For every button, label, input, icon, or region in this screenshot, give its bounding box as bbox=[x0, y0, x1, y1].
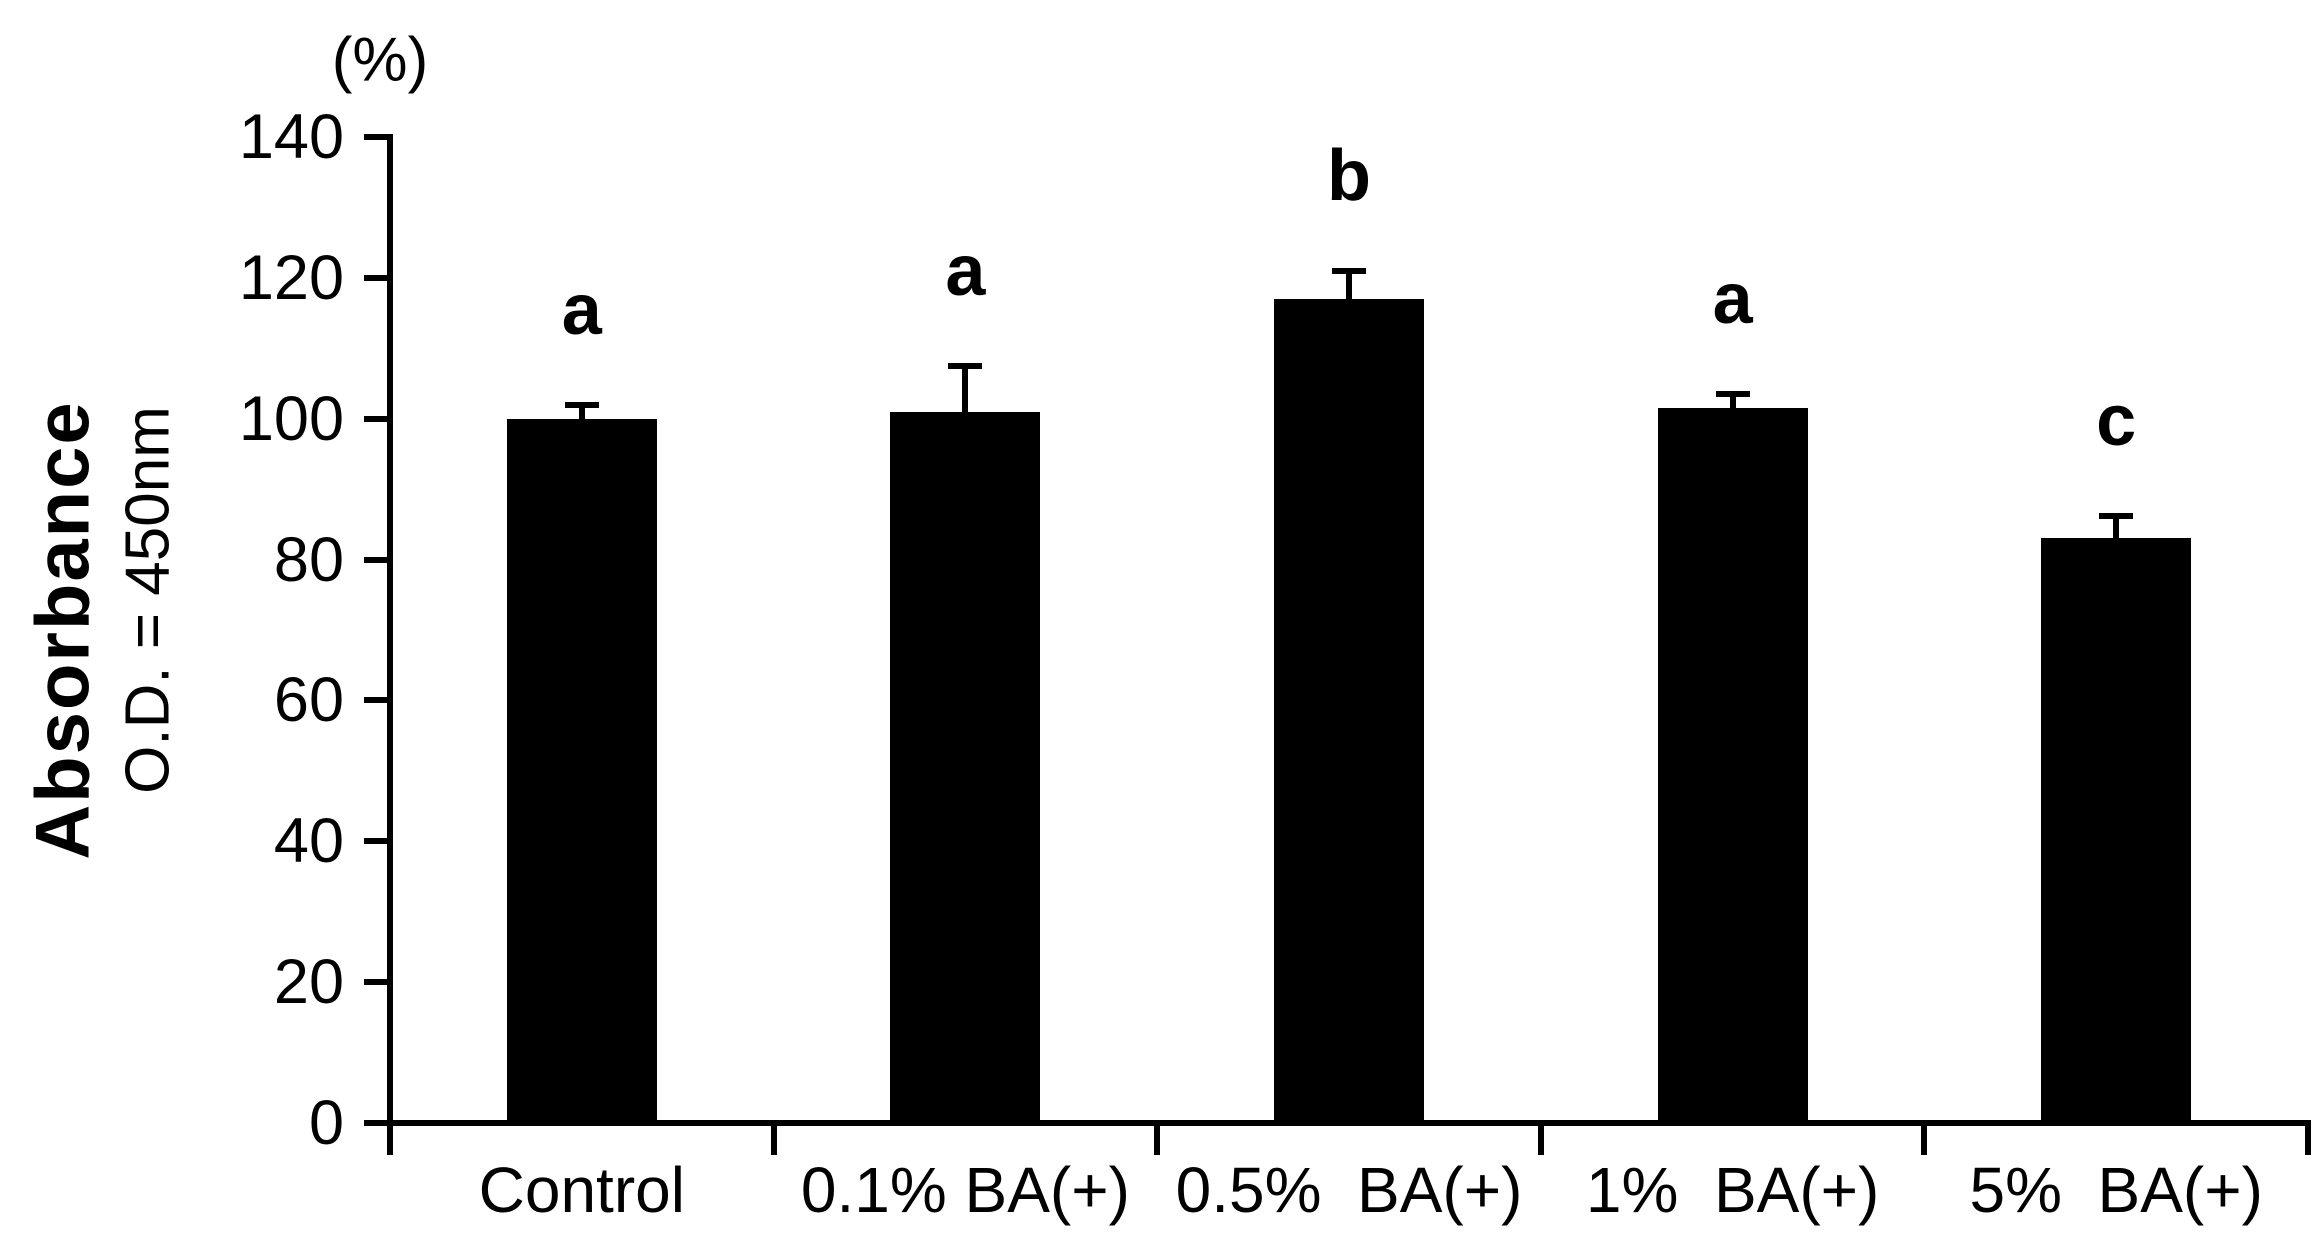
bar bbox=[506, 418, 657, 1123]
x-tick-mark bbox=[1537, 1123, 1544, 1155]
y-tick-label: 140 bbox=[238, 102, 344, 172]
x-category-label: 5% BA(+) bbox=[1969, 1154, 2263, 1226]
y-tick-mark bbox=[364, 274, 390, 281]
x-axis-line bbox=[387, 1120, 2311, 1126]
y-tick-mark bbox=[364, 415, 390, 422]
sig-letter: b bbox=[1327, 135, 1371, 216]
x-category-label: Control bbox=[478, 1154, 685, 1226]
error-bar-cap bbox=[1332, 267, 1366, 274]
x-tick-mark bbox=[1154, 1123, 1161, 1155]
y-tick-label: 20 bbox=[273, 947, 344, 1018]
sig-letter: c bbox=[2096, 380, 2137, 461]
x-category-label: 0.5% BA(+) bbox=[1175, 1154, 1523, 1226]
error-bar-cap bbox=[564, 401, 599, 408]
y-axis-line bbox=[387, 134, 393, 1126]
x-tick-mark bbox=[2305, 1123, 2311, 1155]
y-tick-label: 60 bbox=[273, 665, 344, 736]
bar bbox=[1657, 408, 1808, 1123]
y-tick-mark bbox=[364, 979, 390, 986]
bar bbox=[890, 411, 1041, 1123]
sig-letter: a bbox=[1712, 259, 1753, 340]
y-tick-mark bbox=[364, 134, 390, 140]
error-bar-stem bbox=[2113, 515, 2120, 539]
y-tick-mark bbox=[364, 1120, 390, 1126]
y-tick-label: 40 bbox=[273, 806, 344, 877]
y-tick-label: 120 bbox=[238, 242, 344, 313]
error-bar-stem bbox=[962, 365, 969, 412]
y-tick-mark bbox=[364, 697, 390, 704]
x-category-label: 0.1% BA(+) bbox=[800, 1154, 1130, 1226]
y-tick-mark bbox=[364, 838, 390, 845]
error-bar-cap bbox=[948, 362, 983, 369]
error-bar-stem bbox=[1346, 270, 1352, 299]
error-bar-stem bbox=[1729, 394, 1736, 409]
x-tick-mark bbox=[770, 1123, 777, 1155]
y-axis-unit-label: (%) bbox=[331, 25, 429, 95]
x-tick-mark bbox=[1921, 1123, 1928, 1155]
error-bar-cap bbox=[2099, 512, 2134, 519]
sig-letter: a bbox=[561, 269, 602, 350]
error-bar-stem bbox=[578, 404, 585, 419]
bar bbox=[1274, 298, 1424, 1123]
sig-letter: a bbox=[945, 230, 986, 311]
y-tick-label: 80 bbox=[273, 524, 344, 595]
y-tick-mark bbox=[364, 556, 390, 563]
bar bbox=[2041, 538, 2192, 1123]
y-tick-label: 100 bbox=[238, 383, 344, 454]
x-tick-mark bbox=[387, 1123, 393, 1155]
y-tick-label: 0 bbox=[308, 1088, 344, 1158]
x-category-label: 1% BA(+) bbox=[1585, 1154, 1880, 1226]
error-bar-cap bbox=[1715, 391, 1750, 398]
